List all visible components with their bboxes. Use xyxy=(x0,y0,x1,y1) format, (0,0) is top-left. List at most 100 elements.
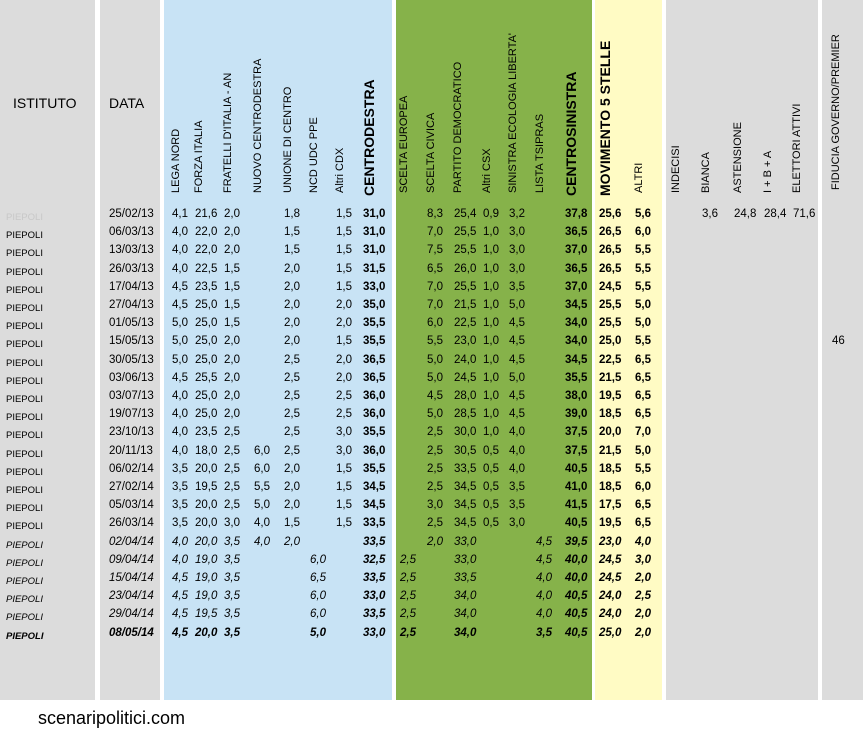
cell-3: 6,0 xyxy=(254,444,270,457)
cell-9: 2,5 xyxy=(427,481,443,493)
cell-4: 2,0 xyxy=(284,335,300,348)
column-header-10: PARTITO DEMOCRATICO xyxy=(452,61,464,193)
cell-1: 19,0 xyxy=(195,553,218,566)
cell-2: 1,5 xyxy=(224,262,240,275)
row-istituto: PIEPOLI xyxy=(6,230,43,242)
cell-2: 3,5 xyxy=(224,626,240,639)
cell-0: 5,0 xyxy=(172,353,188,366)
cell-6: 1,5 xyxy=(336,226,352,239)
cell-14: 37,8 xyxy=(565,208,588,220)
cell-12: 5,0 xyxy=(509,371,525,384)
cell-8: 2,5 xyxy=(400,572,416,584)
cell-12: 4,5 xyxy=(509,317,525,330)
cell-1: 20,0 xyxy=(195,517,218,530)
cell-0: 5,0 xyxy=(172,317,188,330)
row-istituto: PIEPOLI xyxy=(6,521,43,533)
row-istituto: PIEPOLI xyxy=(6,284,43,296)
cell-6: 2,0 xyxy=(336,371,352,384)
row-istituto: PIEPOLI xyxy=(6,394,43,405)
band-istituto xyxy=(0,0,95,700)
cell-2: 3,5 xyxy=(224,590,240,603)
cell-2: 3,5 xyxy=(224,535,240,548)
cell-4: 2,0 xyxy=(284,317,300,330)
cell-7: 31,5 xyxy=(363,262,386,275)
cell-6: 1,5 xyxy=(336,499,352,512)
cell-11: 0,5 xyxy=(483,517,499,530)
cell-15: 23,0 xyxy=(599,535,622,548)
cell-6: 2,5 xyxy=(336,408,352,421)
cell-16: 4,0 xyxy=(635,535,651,548)
column-header-15: MOVIMENTO 5 STELLE xyxy=(597,40,613,196)
row-istituto: PIEPOLI xyxy=(6,375,43,387)
cell-12: 3,5 xyxy=(509,481,525,493)
cell-15: 26,5 xyxy=(599,262,622,275)
cell-6: 2,5 xyxy=(336,390,352,402)
cell-13: 4,5 xyxy=(536,553,552,566)
cell-10: 21,5 xyxy=(454,299,477,311)
cell-14: 40,5 xyxy=(565,608,588,621)
cell-15: 22,5 xyxy=(599,353,622,366)
cell-0: 3,5 xyxy=(172,481,188,493)
cell-14: 36,5 xyxy=(565,226,588,239)
row-istituto: PIEPOLI xyxy=(6,485,43,496)
column-header-19: ASTENSIONE xyxy=(732,122,744,193)
cell-16: 2,0 xyxy=(635,572,651,584)
band-m5s xyxy=(595,0,662,700)
cell-7: 33,0 xyxy=(363,590,386,603)
cell-7: 36,5 xyxy=(363,371,386,384)
cell-4: 2,0 xyxy=(284,299,300,311)
cell-15: 21,5 xyxy=(599,371,622,384)
row-istituto: PIEPOLI xyxy=(6,630,44,642)
cell-3: 4,0 xyxy=(254,517,270,530)
cell-10: 33,0 xyxy=(454,535,477,548)
cell-6: 2,0 xyxy=(336,317,352,330)
cell-0: 4,5 xyxy=(172,590,188,603)
cell-12: 4,5 xyxy=(509,335,525,348)
row-istituto: PIEPOLI xyxy=(6,557,43,569)
cell-14: 34,0 xyxy=(565,317,588,330)
cell-1: 25,0 xyxy=(195,408,218,421)
cell-16: 6,5 xyxy=(635,390,651,402)
cell-4: 2,0 xyxy=(284,535,300,548)
cell-15: 24,0 xyxy=(599,608,622,621)
cell-6: 1,5 xyxy=(336,208,352,220)
cell-16: 5,5 xyxy=(635,244,651,257)
cell-7: 32,5 xyxy=(363,553,386,566)
cell-4: 1,5 xyxy=(284,226,300,239)
cell-3: 5,5 xyxy=(254,481,270,493)
cell-11: 1,0 xyxy=(483,280,499,293)
cell-14: 41,5 xyxy=(565,499,588,512)
cell-10: 23,0 xyxy=(454,335,477,348)
row-date: 30/05/13 xyxy=(109,353,154,366)
cell-7: 33,5 xyxy=(363,535,386,548)
cell-6: 1,5 xyxy=(336,481,352,493)
cell-10: 34,5 xyxy=(454,481,477,493)
cell-15: 19,5 xyxy=(599,517,622,530)
cell-11: 1,0 xyxy=(483,262,499,275)
cell-15: 25,5 xyxy=(599,299,622,311)
cell-7: 35,5 xyxy=(363,426,386,439)
cell-10: 24,5 xyxy=(454,371,477,384)
cell-4: 2,5 xyxy=(284,390,300,402)
cell-22: 46 xyxy=(832,335,845,348)
cell-1: 25,0 xyxy=(195,335,218,348)
row-date: 02/04/14 xyxy=(109,535,154,548)
cell-0: 4,5 xyxy=(172,608,188,621)
cell-0: 4,0 xyxy=(172,444,188,457)
cell-12: 4,5 xyxy=(509,353,525,366)
row-date: 15/05/13 xyxy=(109,335,154,348)
cell-16: 5,6 xyxy=(635,208,651,220)
cell-7: 31,0 xyxy=(363,244,386,257)
cell-4: 2,0 xyxy=(284,481,300,493)
cell-12: 3,0 xyxy=(509,244,525,257)
cell-0: 3,5 xyxy=(172,517,188,530)
row-date: 09/04/14 xyxy=(109,553,154,566)
cell-16: 5,5 xyxy=(635,462,651,475)
cell-12: 4,5 xyxy=(509,408,525,421)
cell-2: 3,5 xyxy=(224,608,240,621)
cell-16: 6,5 xyxy=(635,499,651,512)
row-istituto: PIEPOLI xyxy=(6,576,43,587)
column-header-0: LEGA NORD xyxy=(170,128,182,193)
row-istituto: PIEPOLI xyxy=(6,539,43,551)
cell-7: 31,0 xyxy=(363,226,386,239)
